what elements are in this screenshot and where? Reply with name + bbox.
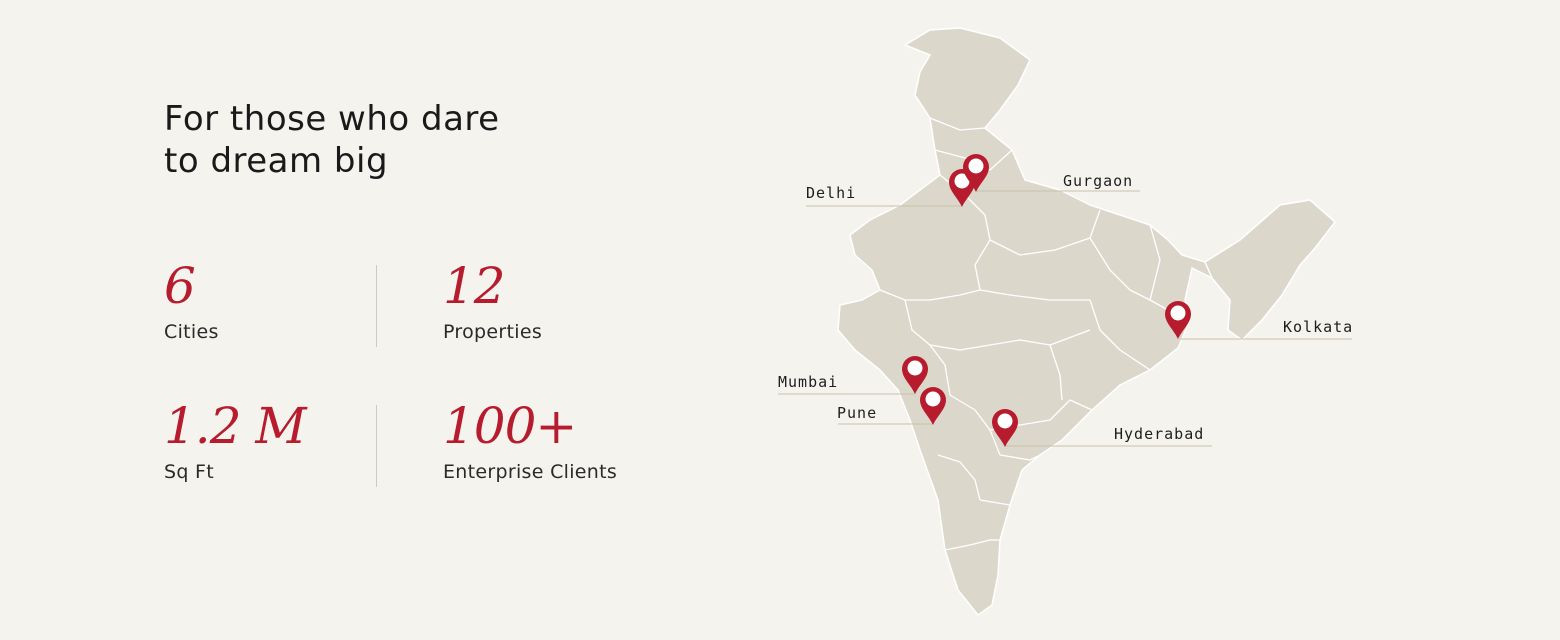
stat-properties: 12 Properties (443, 258, 703, 344)
map-pin-icon[interactable] (1165, 301, 1191, 339)
stat-enterprise-clients: 100+ Enterprise Clients (443, 398, 703, 484)
stat-label: Enterprise Clients (443, 461, 618, 483)
stat-label: Properties (443, 321, 543, 343)
location-label-hyderabad: Hyderabad (1114, 425, 1204, 443)
stat-value: 6 (164, 257, 196, 315)
stat-value: 100+ (443, 397, 577, 455)
location-label-gurgaon: Gurgaon (1063, 172, 1133, 190)
india-outline (837, 27, 1336, 616)
stat-value: 12 (443, 257, 506, 315)
stat-label: Cities (164, 321, 219, 343)
state-borders (879, 117, 1169, 551)
map-pin-icon[interactable] (963, 154, 989, 192)
headline-line-2: to dream big (164, 141, 389, 181)
headline: For those who dare to dream big (164, 98, 644, 182)
stat-cities: 6 Cities (164, 258, 424, 344)
stat-divider (376, 405, 377, 487)
stat-label: Sq Ft (164, 461, 215, 483)
location-label-delhi: Delhi (806, 184, 856, 202)
leader-lines (778, 190, 1352, 447)
stat-divider (376, 265, 377, 347)
map-pin-icon[interactable] (992, 409, 1018, 447)
map-pin-icon[interactable] (949, 169, 975, 207)
location-label-pune: Pune (837, 404, 877, 422)
map-pin-icon[interactable] (920, 387, 946, 425)
headline-line-1: For those who dare (164, 99, 500, 139)
northeast-region (1204, 199, 1336, 341)
stat-value: 1.2 M (164, 397, 307, 455)
location-label-kolkata: Kolkata (1283, 318, 1353, 336)
location-label-mumbai: Mumbai (778, 373, 838, 391)
map-pin-icon[interactable] (902, 356, 928, 394)
stat-square-feet: 1.2 M Sq Ft (164, 398, 424, 484)
